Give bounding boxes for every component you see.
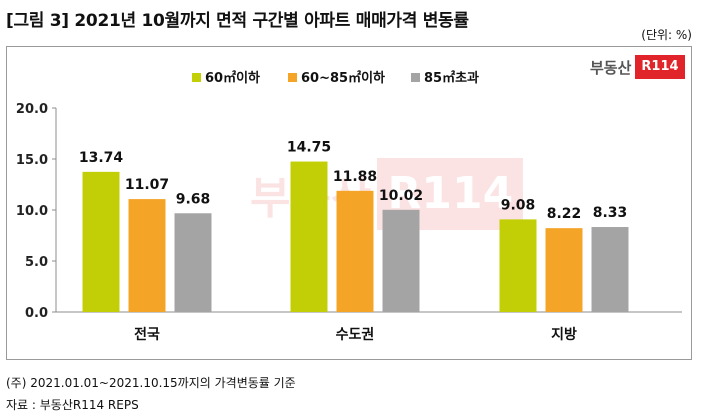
legend-label: 85㎡초과 (424, 70, 479, 86)
y-tick-label: 20.0 (16, 102, 48, 117)
data-label: 9.68 (176, 191, 211, 207)
data-label: 14.75 (287, 140, 331, 156)
data-label: 10.02 (379, 188, 423, 204)
footnote: (주) 2021.01.01~2021.10.15까지의 가격변동률 기준 (6, 376, 296, 390)
source-note: 자료 : 부동산R114 REPS (6, 398, 139, 412)
bar (290, 161, 328, 312)
data-label: 8.22 (547, 206, 582, 222)
bar (174, 213, 212, 312)
bar (591, 227, 629, 312)
data-label: 8.33 (593, 205, 628, 221)
brand-logo: 부동산 R114 (590, 55, 685, 79)
brand-logo-text: 부동산 (590, 58, 632, 77)
y-tick-label: 5.0 (25, 255, 48, 270)
legend-swatch (288, 73, 297, 82)
category-label: 수도권 (336, 327, 375, 343)
data-label: 11.07 (125, 177, 169, 193)
chart-title: [그림 3] 2021년 10월까지 면적 구간별 아파트 매매가격 변동률 (6, 11, 469, 31)
y-tick-label: 10.0 (16, 204, 48, 219)
category-label: 지방 (551, 326, 577, 343)
unit-label: (단위: %) (641, 28, 692, 42)
bar (499, 219, 537, 312)
legend-swatch (411, 73, 420, 82)
legend-label: 60㎡이하 (205, 70, 260, 86)
y-tick-label: 15.0 (16, 153, 48, 168)
bar (336, 190, 374, 312)
bar (128, 199, 166, 312)
legend-swatch (192, 73, 201, 82)
category-label: 전국 (134, 326, 160, 343)
bar (545, 228, 583, 312)
bar (82, 171, 120, 312)
bar (382, 209, 420, 312)
brand-logo-badge: R114 (635, 55, 685, 79)
y-tick-label: 0.0 (25, 306, 48, 321)
watermark-badge: R114 (377, 158, 524, 230)
data-label: 9.08 (501, 197, 536, 213)
legend-label: 60~85㎡이하 (301, 70, 385, 86)
data-label: 13.74 (79, 150, 124, 166)
data-label: 11.88 (333, 169, 377, 185)
